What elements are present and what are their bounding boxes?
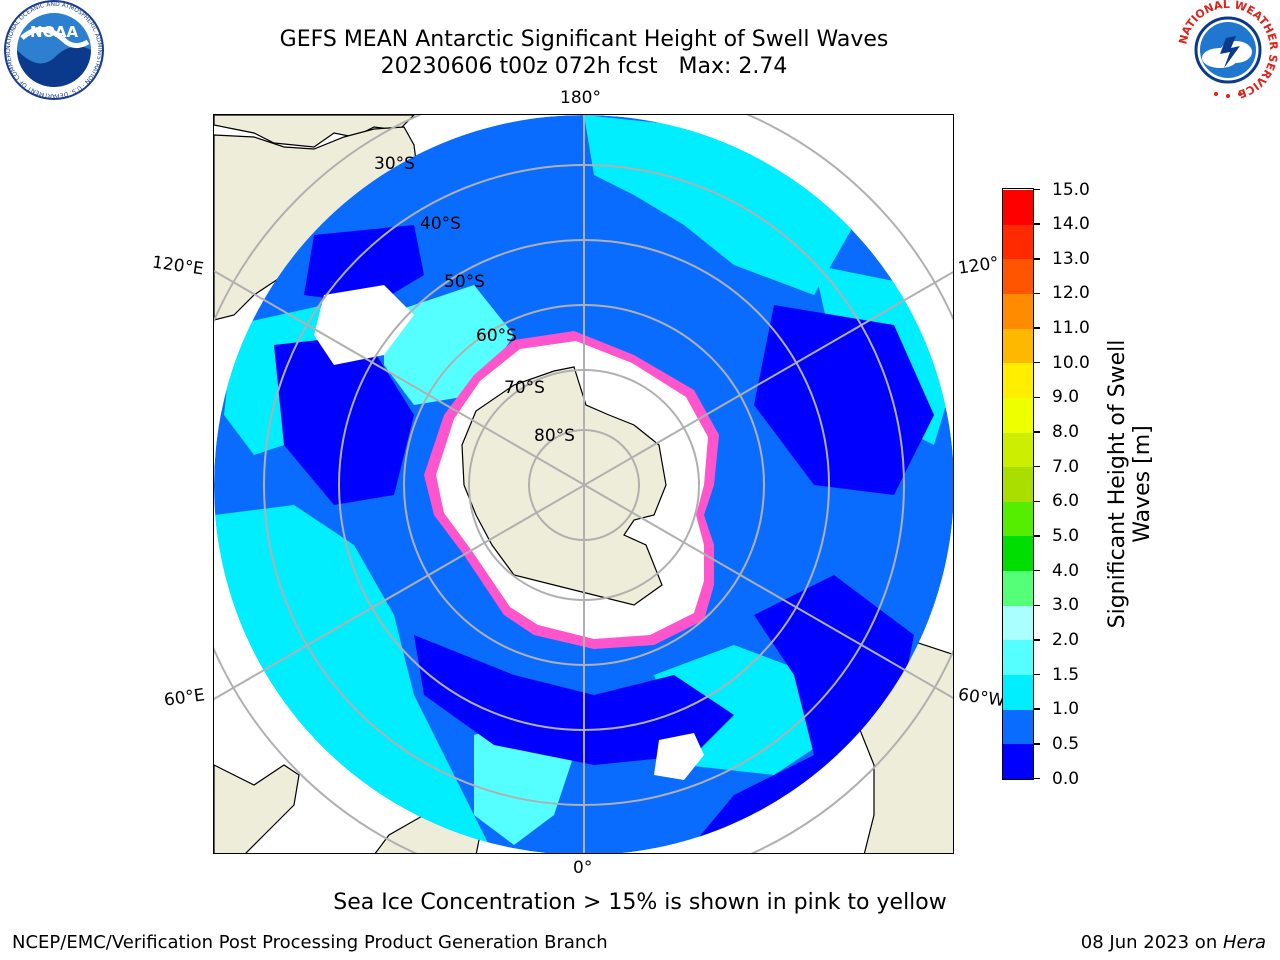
lon-label-120e: 120°E [150, 252, 205, 280]
colorbar-segment [1003, 570, 1033, 606]
colorbar-tick-label: 8.0 [1052, 422, 1080, 443]
lon-label-60e: 60°E [162, 685, 207, 711]
noaa-logo-text: NOAA [30, 23, 79, 41]
colorbar-tick-label: 0.0 [1052, 768, 1080, 789]
colorbar-tick [1034, 639, 1040, 641]
colorbar-tick-label: 1.0 [1052, 699, 1080, 720]
footer-date: 08 Jun 2023 on Hera [1081, 932, 1266, 953]
map-canvas: 30°S 40°S 50°S 60°S 70°S 80°S [214, 115, 953, 853]
colorbar-tick [1034, 500, 1040, 503]
colorbar-tick [1034, 396, 1040, 399]
colorbar-segment [1003, 189, 1033, 225]
colorbar-tick-label: 13.0 [1052, 248, 1090, 269]
sea-ice-note: Sea Ice Concentration > 15% is shown in … [333, 890, 947, 915]
colorbar-tick [1034, 743, 1040, 745]
colorbar-tick-label: 2.0 [1052, 629, 1080, 650]
colorbar-tick-label: 7.0 [1052, 456, 1080, 477]
footer-credit: NCEP/EMC/Verification Post Processing Pr… [12, 932, 608, 953]
lat-label-40s: 40°S [420, 214, 461, 234]
colorbar-segment [1003, 432, 1033, 468]
colorbar-tick [1034, 292, 1040, 295]
colorbar-tick [1034, 327, 1040, 329]
lat-label-50s: 50°S [444, 272, 485, 292]
title-line-2: 20230606 t00z 072h fcst Max: 2.74 [380, 54, 788, 79]
colorbar-tick [1034, 569, 1040, 572]
colorbar-tick-label: 10.0 [1052, 352, 1090, 373]
ice-patch-2 [654, 733, 704, 780]
footer-machine: Hera [1222, 932, 1266, 953]
colorbar-tick-label: 5.0 [1052, 525, 1080, 546]
lat-label-30s: 30°S [374, 154, 415, 174]
colorbar-tick-label: 4.0 [1052, 560, 1080, 581]
colorbar-tick-label: 9.0 [1052, 387, 1080, 408]
title-line-1: GEFS MEAN Antarctic Significant Height o… [279, 27, 889, 52]
colorbar-tick [1034, 673, 1040, 676]
colorbar-tick [1034, 431, 1040, 433]
colorbar-tick [1034, 465, 1040, 468]
lat-label-70s: 70°S [504, 378, 545, 398]
colorbar-tick-label: 14.0 [1052, 214, 1090, 235]
lon-label-180: 180° [560, 88, 601, 108]
colorbar-tick-label: 3.0 [1052, 595, 1080, 616]
colorbar-tick [1034, 604, 1040, 606]
swell-band-blue-4 [684, 575, 914, 853]
colorbar-segment [1003, 293, 1033, 329]
lat-label-80s: 80°S [534, 426, 575, 446]
colorbar-segment [1003, 501, 1033, 537]
swell-band-blue-2 [754, 305, 934, 495]
colorbar-tick-label: 0.5 [1052, 733, 1080, 754]
colorbar-segment [1003, 362, 1033, 398]
map-frame: 30°S 40°S 50°S 60°S 70°S 80°S [213, 114, 954, 854]
lon-label-0: 0° [573, 858, 593, 878]
footer-date-text: 08 Jun 2023 on [1080, 932, 1223, 953]
colorbar-segment [1003, 466, 1033, 502]
nws-logo: NATIONAL WEATHER SERVICE [1176, 0, 1280, 100]
graticule [214, 115, 953, 853]
colorbar-tick-label: 6.0 [1052, 491, 1080, 512]
colorbar-segment [1003, 397, 1033, 433]
colorbar-tick [1034, 777, 1040, 780]
lon-label-60w: 60°W [956, 684, 1007, 712]
chart-title: GEFS MEAN Antarctic Significant Height o… [184, 26, 984, 80]
colorbar-segment [1003, 258, 1033, 294]
colorbar-title: Significant Height of Swell Waves [m] [1105, 339, 1155, 629]
colorbar-segment [1003, 605, 1033, 641]
land-africa [214, 764, 300, 853]
colorbar-tick [1034, 223, 1040, 225]
colorbar-segment [1003, 535, 1033, 572]
colorbar-tick [1034, 708, 1040, 710]
colorbar-segment [1003, 743, 1033, 779]
colorbar-segment [1003, 674, 1033, 710]
noaa-logo: NATIONAL OCEANIC AND ATMOSPHERIC ADMINIS… [2, 0, 104, 100]
colorbar [1002, 188, 1034, 780]
colorbar-tick [1034, 258, 1040, 260]
colorbar-tick-label: 1.5 [1052, 664, 1080, 685]
colorbar-tick [1034, 361, 1040, 364]
colorbar-segment [1003, 639, 1033, 676]
land-antarctica [461, 366, 667, 606]
ice-patch-1 [314, 285, 414, 365]
colorbar-tick [1034, 188, 1040, 191]
colorbar-tick-label: 11.0 [1052, 318, 1090, 339]
latitude-labels: 30°S 40°S 50°S 60°S 70°S 80°S [374, 154, 575, 446]
colorbar-tick-label: 15.0 [1052, 179, 1090, 200]
lon-label-120w: 120° [956, 253, 1001, 279]
colorbar-segment [1003, 328, 1033, 364]
colorbar-tick [1034, 535, 1040, 537]
lat-label-60s: 60°S [476, 326, 517, 346]
swell-band-blue-3 [414, 635, 734, 765]
swell-band-blue-1 [274, 335, 414, 505]
colorbar-segment [1003, 709, 1033, 745]
colorbar-segment [1003, 224, 1033, 260]
colorbar-tick-label: 12.0 [1052, 283, 1090, 304]
